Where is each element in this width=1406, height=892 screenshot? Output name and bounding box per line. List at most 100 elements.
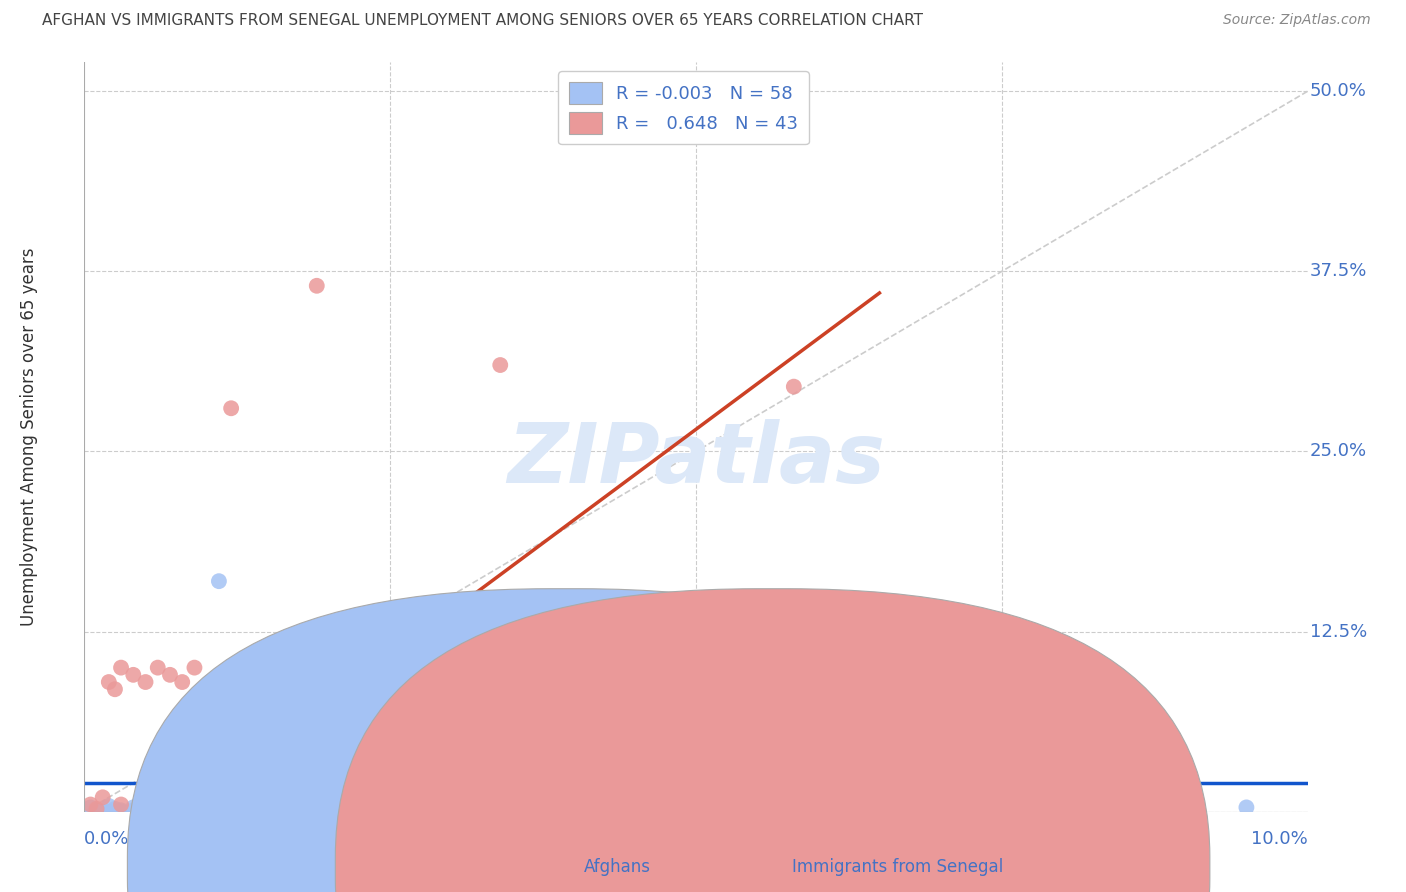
- Point: [661, 802, 683, 816]
- Point: [195, 800, 218, 814]
- Point: [257, 682, 280, 697]
- Point: [562, 803, 585, 817]
- Point: [538, 802, 561, 816]
- Point: [86, 803, 108, 817]
- Point: [135, 802, 157, 816]
- Point: [380, 682, 402, 697]
- Point: [195, 682, 218, 697]
- Point: [91, 805, 114, 819]
- Point: [391, 675, 413, 690]
- Point: [159, 805, 181, 819]
- Point: [831, 802, 853, 816]
- Point: [146, 660, 169, 674]
- Point: [86, 802, 108, 816]
- Point: [440, 802, 463, 816]
- Point: [195, 803, 218, 817]
- Point: [502, 802, 524, 816]
- Point: [783, 379, 806, 393]
- Text: Afghans: Afghans: [585, 858, 651, 876]
- Point: [91, 790, 114, 805]
- Point: [502, 803, 524, 817]
- Point: [391, 646, 413, 660]
- Point: [929, 800, 952, 814]
- Point: [624, 639, 647, 653]
- Point: [342, 682, 364, 697]
- Point: [330, 802, 353, 816]
- Text: Immigrants from Senegal: Immigrants from Senegal: [793, 858, 1004, 876]
- Point: [110, 803, 132, 817]
- Point: [269, 802, 291, 816]
- Text: 50.0%: 50.0%: [1310, 82, 1367, 100]
- Text: ZIPatlas: ZIPatlas: [508, 419, 884, 500]
- Point: [416, 802, 439, 816]
- Point: [330, 675, 353, 690]
- Point: [159, 668, 181, 682]
- Point: [281, 802, 304, 816]
- Point: [104, 682, 127, 697]
- Point: [562, 617, 585, 632]
- Point: [219, 401, 242, 416]
- Point: [245, 805, 267, 819]
- Point: [110, 805, 132, 819]
- Point: [122, 668, 145, 682]
- Point: [318, 800, 340, 814]
- Point: [232, 668, 254, 682]
- Point: [122, 803, 145, 817]
- Point: [380, 632, 402, 646]
- Point: [807, 802, 830, 816]
- Point: [464, 802, 486, 816]
- Point: [526, 805, 548, 819]
- Point: [183, 660, 205, 674]
- Point: [97, 805, 120, 819]
- Point: [685, 646, 707, 660]
- Point: [342, 646, 364, 660]
- Point: [869, 800, 891, 814]
- Point: [110, 660, 132, 674]
- Point: [245, 675, 267, 690]
- Point: [489, 358, 512, 372]
- Text: 0.0%: 0.0%: [84, 830, 129, 848]
- Point: [1114, 800, 1136, 814]
- Text: 25.0%: 25.0%: [1310, 442, 1367, 460]
- Point: [636, 802, 658, 816]
- Point: [1234, 800, 1257, 814]
- Point: [404, 802, 426, 816]
- Text: Unemployment Among Seniors over 65 years: Unemployment Among Seniors over 65 years: [20, 248, 38, 626]
- Point: [79, 800, 101, 814]
- Point: [122, 800, 145, 814]
- Point: [110, 797, 132, 812]
- Point: [354, 668, 377, 682]
- Point: [146, 803, 169, 817]
- Text: 12.5%: 12.5%: [1310, 623, 1367, 640]
- Point: [318, 802, 340, 816]
- Point: [281, 675, 304, 690]
- Text: 37.5%: 37.5%: [1310, 262, 1368, 280]
- Point: [135, 805, 157, 819]
- Point: [269, 800, 291, 814]
- Point: [294, 803, 316, 817]
- Point: [453, 800, 475, 814]
- Point: [367, 800, 389, 814]
- Point: [305, 278, 328, 293]
- Point: [208, 574, 231, 589]
- Point: [219, 802, 242, 816]
- Point: [135, 675, 157, 690]
- Point: [172, 803, 194, 817]
- Point: [586, 800, 609, 814]
- Text: Source: ZipAtlas.com: Source: ZipAtlas.com: [1223, 13, 1371, 28]
- Point: [354, 653, 377, 667]
- Point: [172, 675, 194, 690]
- Point: [294, 668, 316, 682]
- Point: [159, 802, 181, 816]
- Text: 10.0%: 10.0%: [1251, 830, 1308, 848]
- Point: [1052, 800, 1074, 814]
- Point: [257, 646, 280, 660]
- Point: [807, 800, 830, 814]
- Point: [612, 803, 634, 817]
- Point: [208, 675, 231, 690]
- Point: [305, 805, 328, 819]
- Point: [367, 675, 389, 690]
- Point: [104, 802, 127, 816]
- Point: [79, 797, 101, 812]
- Point: [991, 800, 1014, 814]
